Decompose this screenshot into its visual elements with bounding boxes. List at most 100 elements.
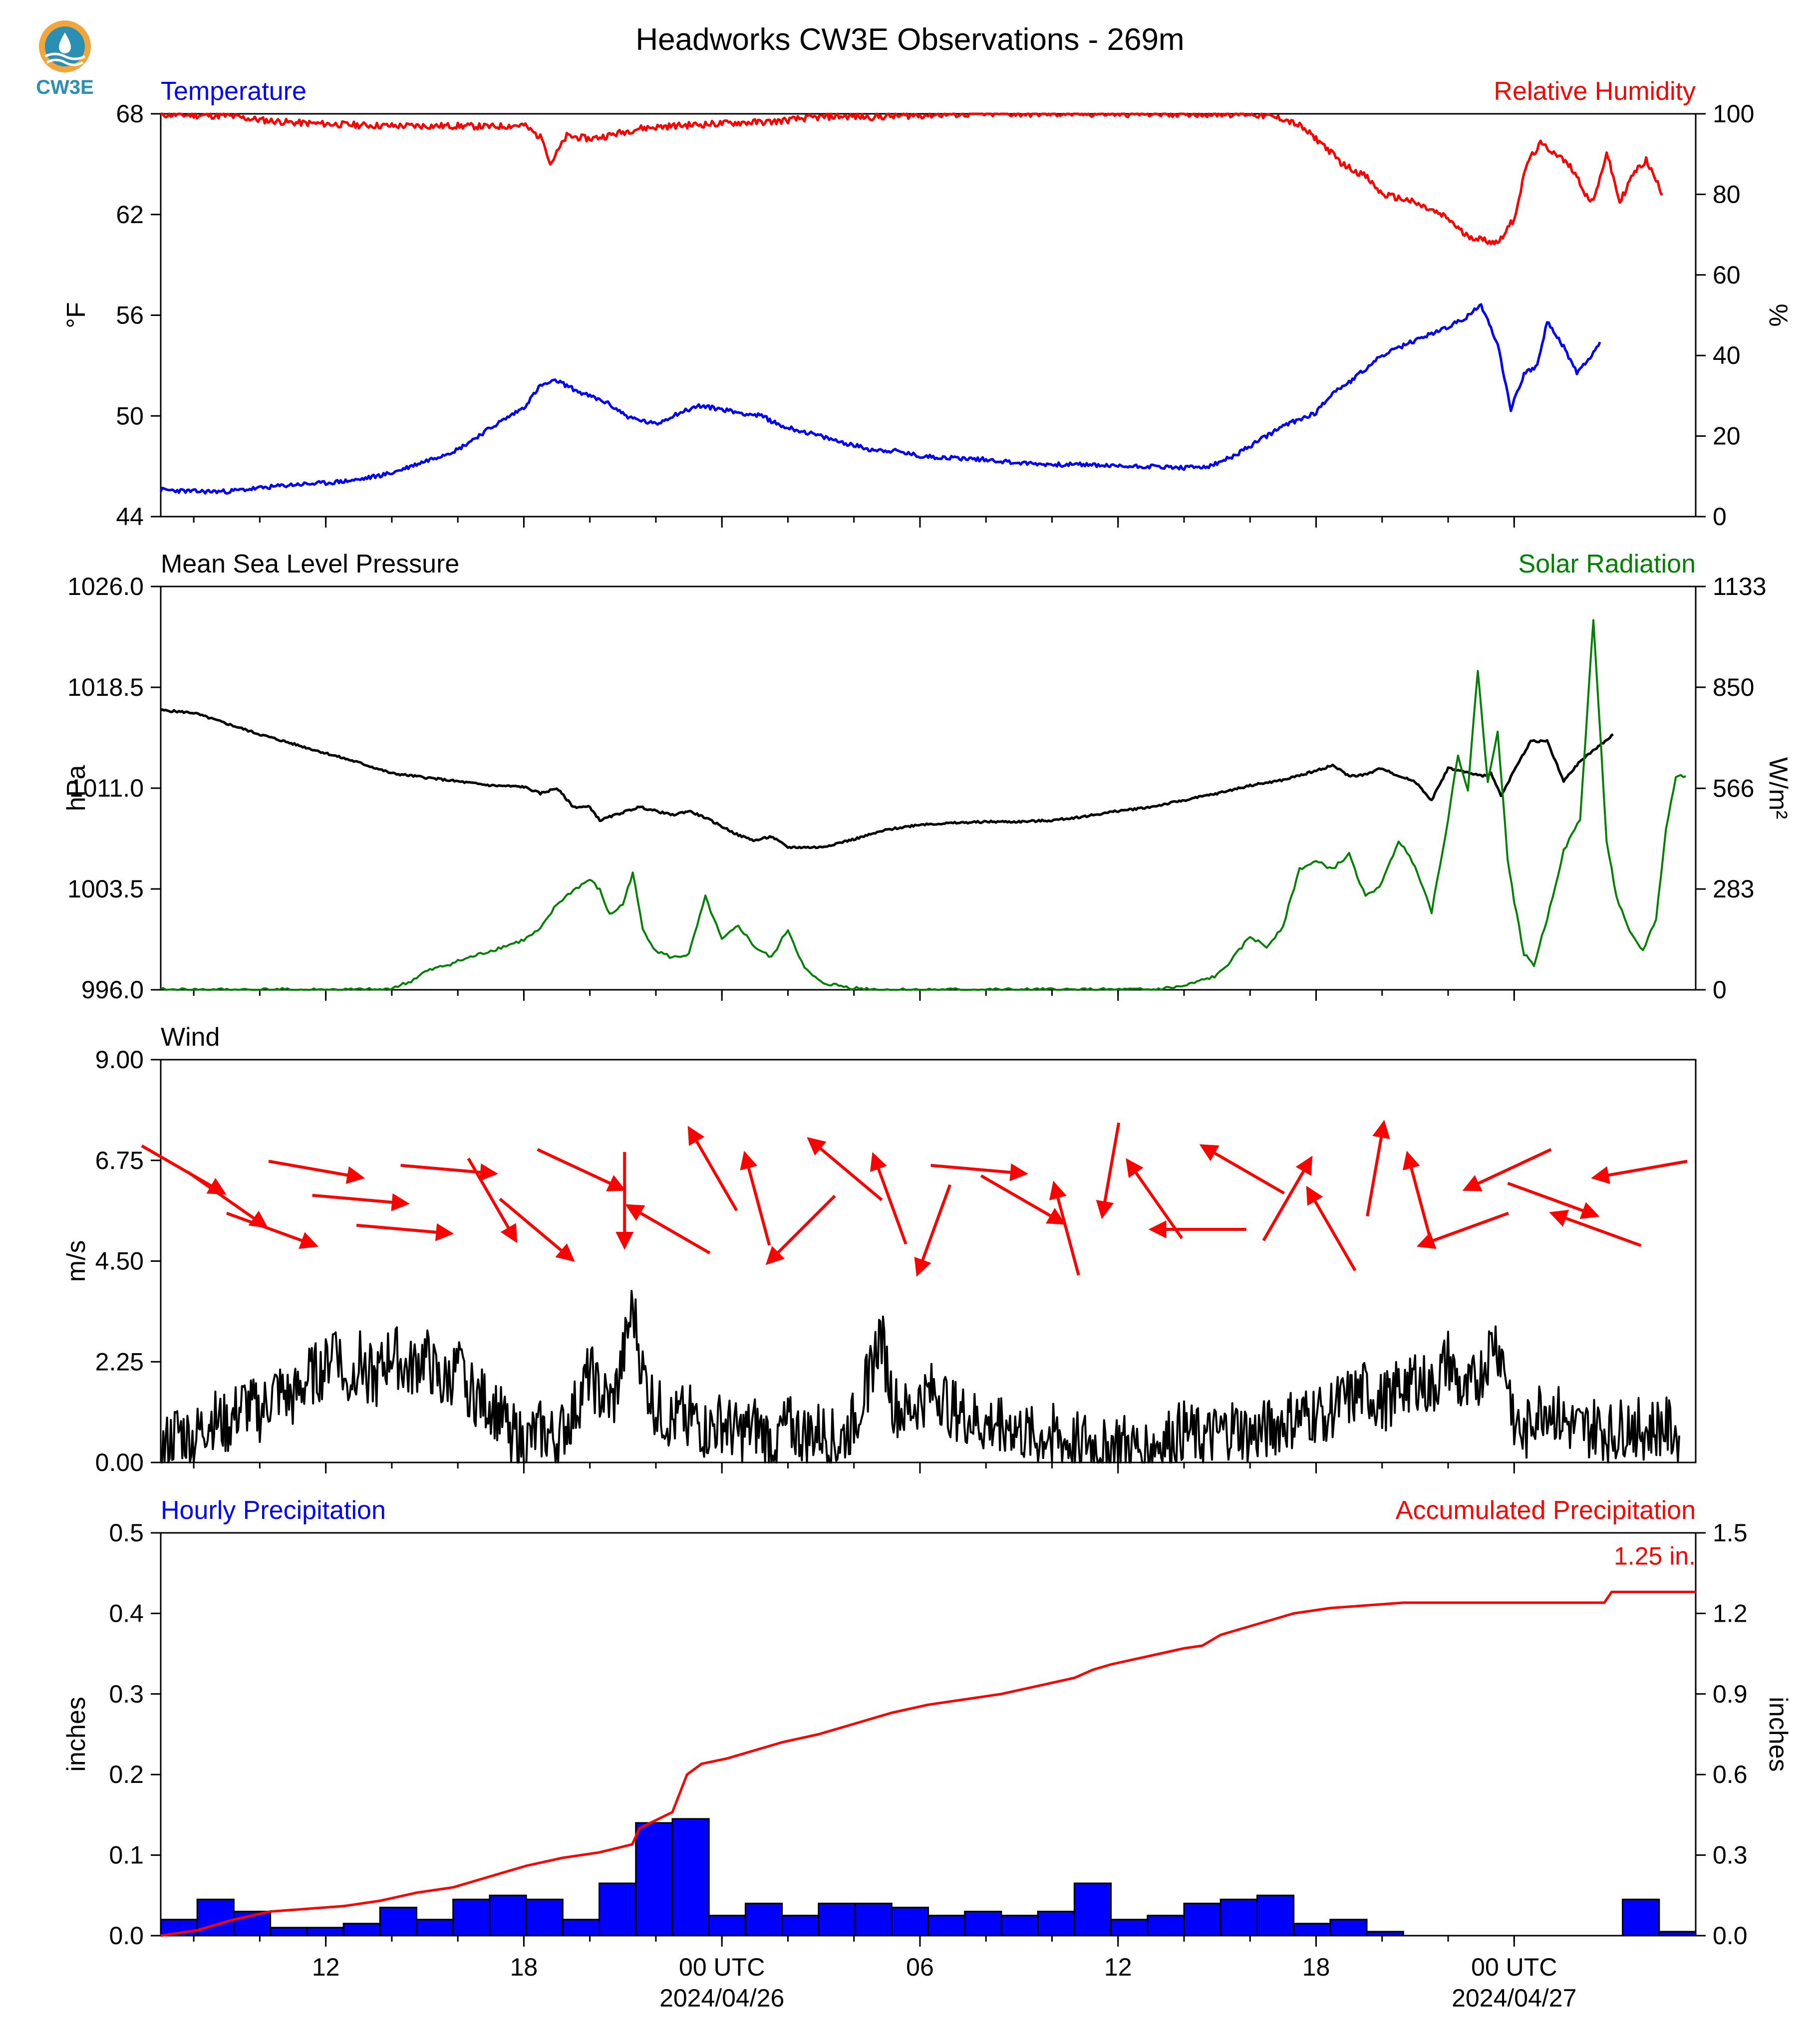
wind-direction-arrow [1591, 1159, 1688, 1184]
hourly-precip-bar [671, 1818, 710, 1937]
y-tick-label: 1026.0 [67, 573, 144, 600]
wind-direction-arrow [1049, 1180, 1080, 1276]
panel-frame [160, 585, 1697, 991]
wind-direction-arrow [1507, 1181, 1600, 1219]
temperature-line [159, 303, 1601, 495]
y-tick-label: 56 [116, 301, 144, 329]
pressure-line [160, 708, 1614, 850]
wind-direction-arrow [467, 1158, 518, 1243]
panel-frame [160, 1059, 1697, 1463]
hourly-precip-bar [452, 1898, 491, 1937]
y2-tick-label: 1.5 [1713, 1519, 1748, 1547]
wind-direction-arrow [537, 1148, 626, 1191]
x-tick-label: 18 [510, 1953, 538, 1981]
y-axis-label: °F [62, 302, 91, 328]
y2-tick-label: 850 [1713, 673, 1754, 701]
hourly-precip-bar [270, 1927, 308, 1937]
hourly-precip-bar [1256, 1894, 1295, 1937]
hourly-precip-bar [964, 1911, 1002, 1937]
y-axis-label: m/s [62, 1240, 91, 1282]
hourly-precip-bar [306, 1927, 344, 1937]
cw3e-logo: CW3E [30, 17, 100, 102]
wind-direction-arrow [625, 1204, 711, 1255]
y2-tick-label: 566 [1713, 774, 1754, 802]
humidity-line [161, 112, 1663, 246]
y2-tick-label: 0.0 [1713, 1922, 1748, 1950]
x-tick-date-label: 2024/04/27 [1452, 1984, 1576, 2012]
y-tick-label: 9.00 [95, 1046, 144, 1074]
panel-left-title: Temperature [161, 77, 306, 106]
hourly-precip-bar [1622, 1898, 1660, 1937]
y-tick-label: 6.75 [95, 1147, 144, 1174]
hourly-precip-bar [1658, 1931, 1697, 1937]
wind-direction-arrow [740, 1151, 771, 1246]
y2-tick-label: 40 [1713, 341, 1741, 369]
y-tick-label: 68 [116, 100, 144, 128]
wind-direction-arrow [1096, 1122, 1121, 1219]
hourly-precip-bar [1183, 1902, 1221, 1937]
y-tick-label: 50 [116, 402, 144, 430]
panel-left-title: Mean Sea Level Pressure [161, 550, 459, 579]
wind-direction-arrow [1416, 1211, 1509, 1249]
wind-direction-arrow [1462, 1148, 1552, 1191]
y-tick-label: 996.0 [81, 976, 144, 1004]
y2-tick-label: 0 [1713, 503, 1727, 531]
hourly-precip-bar [1329, 1919, 1368, 1937]
cw3e-logo-emblem [39, 20, 91, 72]
hourly-precip-bar [1000, 1915, 1039, 1937]
wind-direction-arrow [807, 1137, 883, 1201]
y2-tick-label: 283 [1713, 875, 1754, 903]
hourly-precip-bar [525, 1898, 564, 1937]
hourly-precip-bar [416, 1919, 454, 1937]
x-tick-label: 00 UTC [1471, 1953, 1557, 1981]
y2-axis-label: W/m² [1764, 757, 1793, 819]
y2-tick-label: 1133 [1713, 573, 1767, 600]
y-tick-label: 1011.0 [69, 774, 144, 802]
hourly-precip-bar [1293, 1923, 1331, 1937]
wind-direction-arrow [980, 1174, 1066, 1225]
panel-frame [160, 1532, 1697, 1937]
hourly-precip-bar [1219, 1898, 1258, 1937]
wind-direction-arrow [930, 1163, 1028, 1181]
y-tick-label: 0.0 [109, 1922, 144, 1950]
y2-tick-label: 60 [1713, 261, 1741, 289]
panel-left-title: Wind [161, 1023, 220, 1052]
hourly-precip-bar [562, 1919, 601, 1937]
y-tick-label: 0.4 [109, 1599, 144, 1627]
y2-axis-label: % [1764, 303, 1793, 326]
wind-direction-arrow [356, 1223, 454, 1241]
accumulated-total-label: 1.25 in. [1614, 1542, 1696, 1570]
hourly-precip-bar [927, 1915, 966, 1937]
y-axis-label: hPa [62, 765, 91, 812]
y2-tick-label: 80 [1713, 180, 1741, 208]
wind-direction-arrow [499, 1197, 575, 1262]
wind-direction-arrow [1199, 1144, 1285, 1195]
y2-tick-label: 1.2 [1713, 1599, 1748, 1627]
hourly-precip-bar [635, 1822, 673, 1937]
wind-direction-arrow [765, 1194, 836, 1265]
hourly-precip-bar [342, 1923, 381, 1937]
y-tick-label: 1018.5 [67, 673, 144, 701]
hourly-precip-bar [708, 1915, 746, 1937]
y2-tick-label: 0 [1713, 976, 1727, 1004]
hourly-precip-bar [1110, 1919, 1149, 1937]
panel-left-title: Hourly Precipitation [161, 1496, 386, 1525]
y-tick-label: 0.2 [109, 1760, 144, 1788]
hourly-precip-bar [744, 1902, 783, 1937]
y2-tick-label: 20 [1713, 422, 1741, 450]
x-tick-date-label: 2024/04/26 [659, 1984, 784, 2012]
y2-axis-label: inches [1764, 1697, 1793, 1771]
y2-tick-label: 0.9 [1713, 1680, 1748, 1708]
panel-right-title: Relative Humidity [1494, 77, 1696, 106]
y2-tick-label: 0.6 [1713, 1760, 1748, 1788]
wind-direction-arrow [870, 1152, 908, 1245]
y-tick-label: 0.5 [109, 1519, 144, 1547]
y-tick-label: 2.25 [95, 1348, 144, 1376]
wind-direction-arrow [268, 1159, 365, 1184]
chart-title: Headworks CW3E Observations - 269m [635, 22, 1184, 57]
wind-direction-arrow [226, 1211, 319, 1249]
hourly-precip-bar [781, 1915, 820, 1937]
plot-layer: 44 50 56 62 68 0 20 40 60 80 100 °F % Temperature Rela… [62, 77, 1793, 2012]
y-tick-label: 0.3 [109, 1680, 144, 1708]
hourly-precip-bar [1037, 1911, 1075, 1937]
